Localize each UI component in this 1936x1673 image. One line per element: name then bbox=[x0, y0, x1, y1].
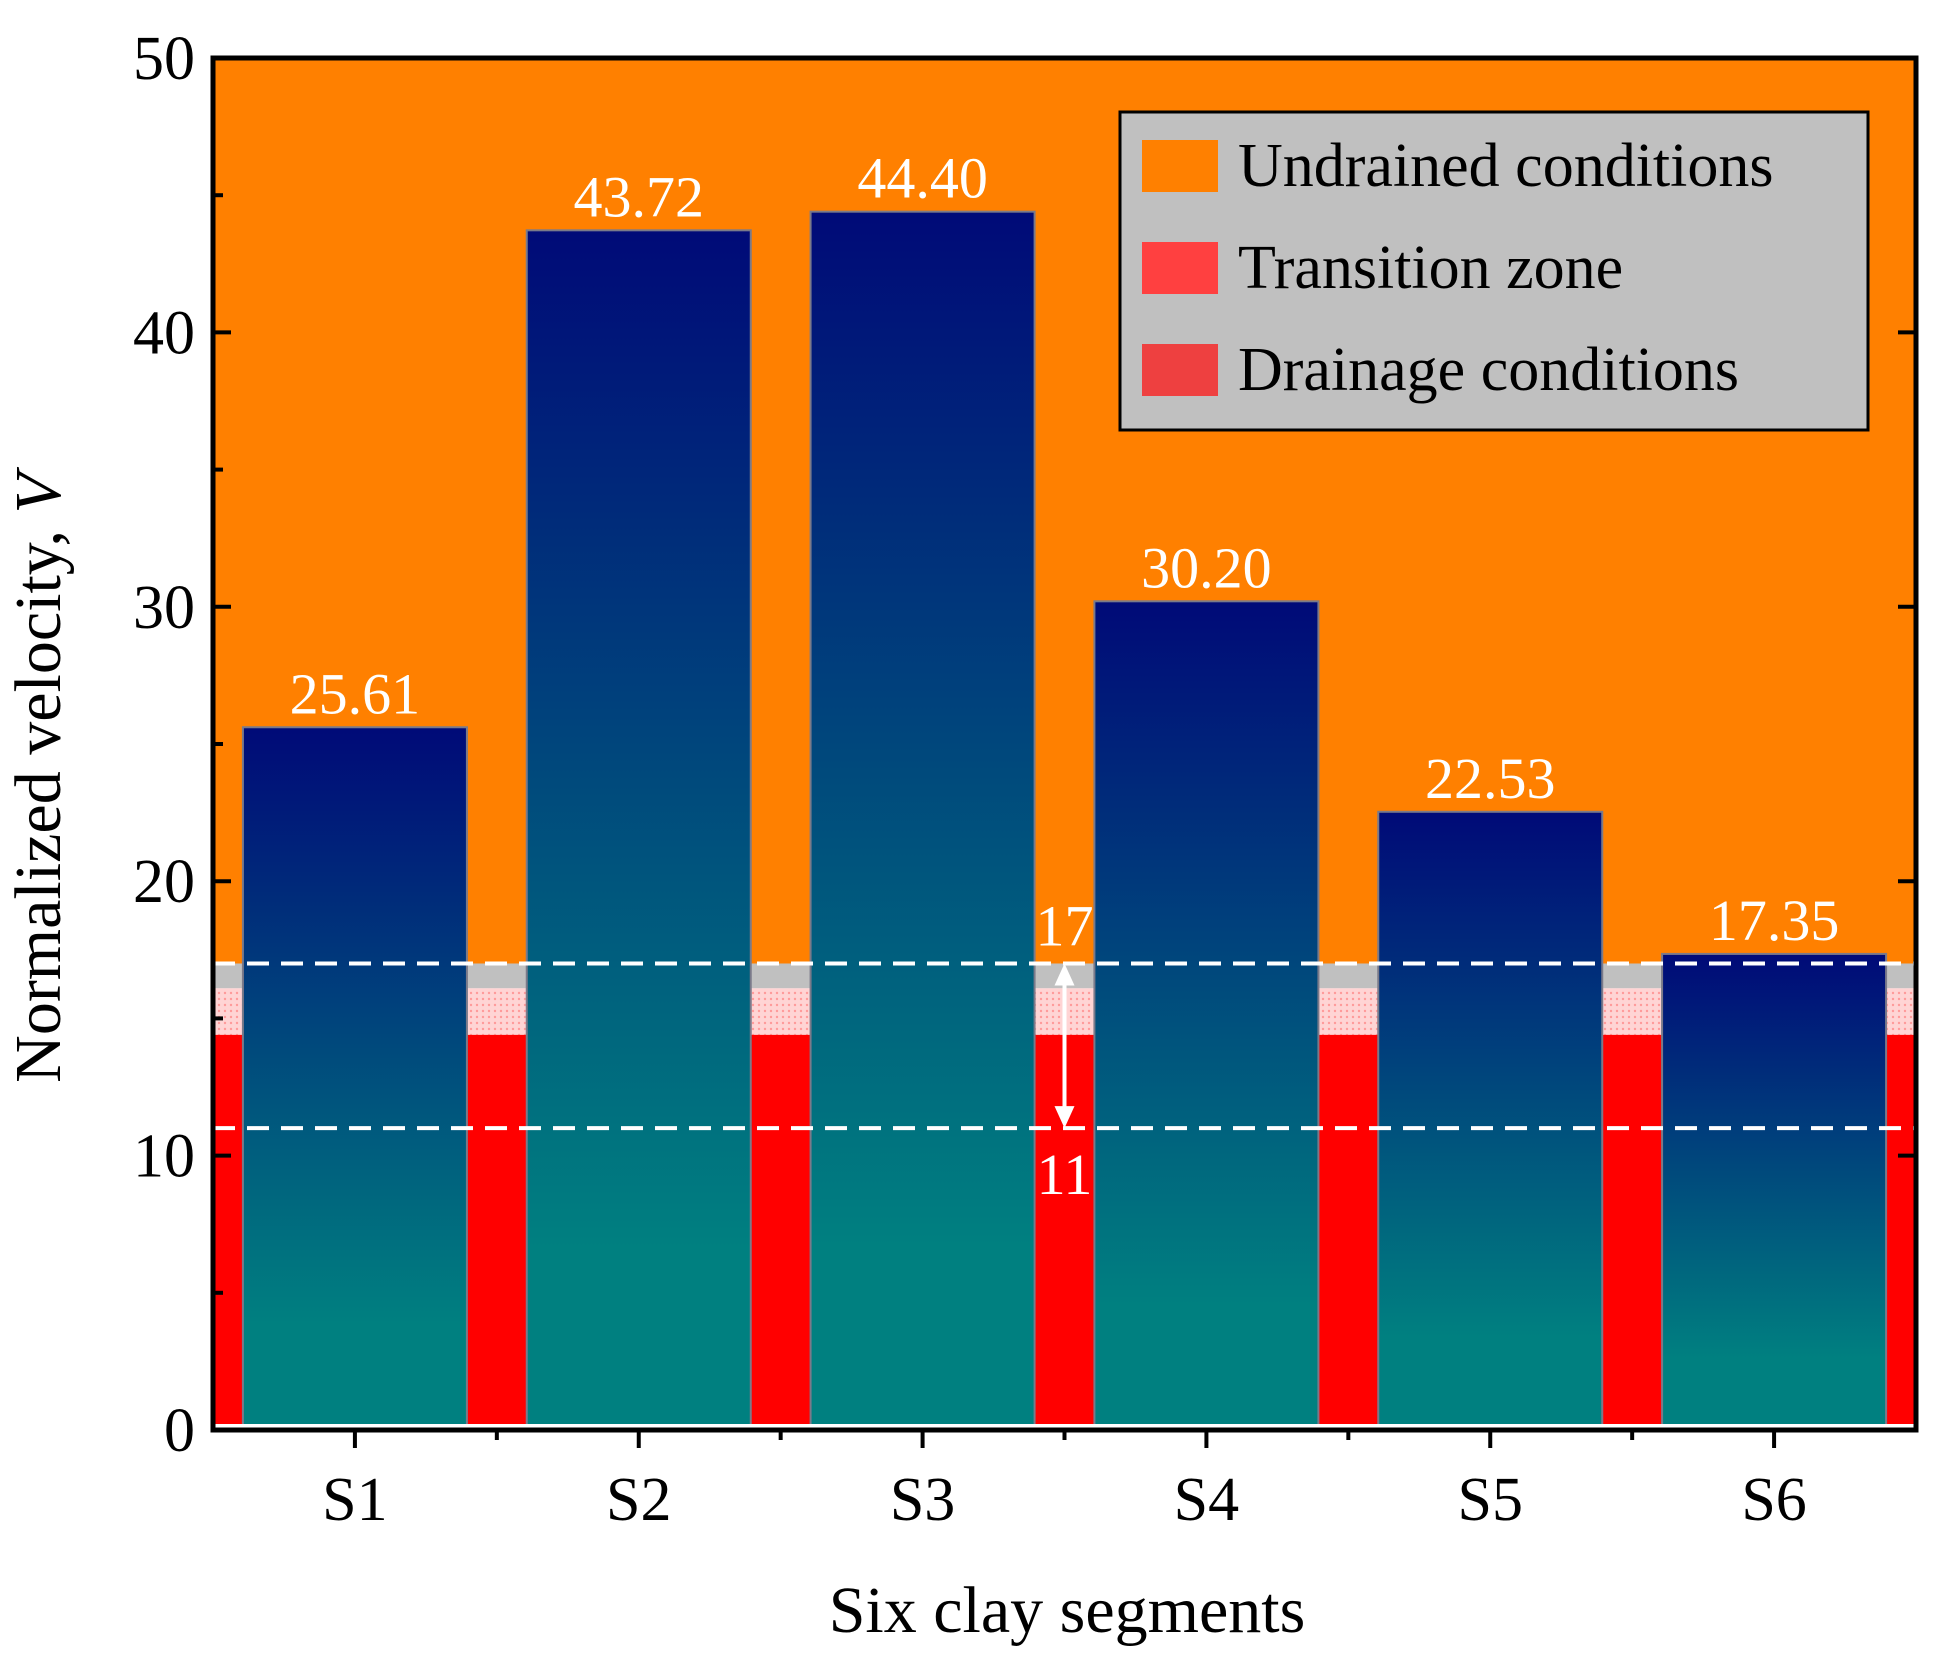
annotation-upper-value: 17 bbox=[1036, 894, 1094, 959]
data-label-s6: 17.35 bbox=[1709, 888, 1840, 953]
legend: Undrained conditions Transition zone Drain… bbox=[1118, 110, 1870, 432]
data-label-s2: 43.72 bbox=[574, 164, 705, 229]
x-axis-label: Six clay segments bbox=[829, 1574, 1306, 1647]
bar-s5 bbox=[1377, 810, 1604, 1431]
x-tick-label-s2: S2 bbox=[606, 1466, 671, 1534]
y-axis-label: Normalized velocity, V bbox=[2, 466, 75, 1082]
data-label-s1: 25.61 bbox=[290, 661, 421, 726]
x-tick-label-s6: S6 bbox=[1741, 1466, 1806, 1534]
y-tick-label: 50 bbox=[133, 25, 195, 93]
legend-label: Undrained conditions bbox=[1238, 132, 1774, 200]
legend-swatch bbox=[1142, 140, 1218, 192]
y-tick-label: 30 bbox=[133, 574, 195, 642]
data-label-s3: 44.40 bbox=[857, 146, 988, 211]
range-arrow-up bbox=[1054, 963, 1075, 986]
data-label-s5: 22.53 bbox=[1425, 746, 1556, 811]
legend-label: Drainage conditions bbox=[1238, 336, 1739, 404]
x-tick-label-s3: S3 bbox=[890, 1466, 955, 1534]
y-tick-label: 10 bbox=[133, 1123, 195, 1191]
bar-s3 bbox=[809, 210, 1036, 1432]
x-tick-label-s1: S1 bbox=[322, 1466, 387, 1534]
legend-swatch bbox=[1142, 344, 1218, 396]
y-tick-label: 20 bbox=[133, 848, 195, 916]
bar-s1 bbox=[241, 726, 468, 1431]
annotation-lower-value: 11 bbox=[1037, 1142, 1093, 1207]
y-tick-label: 40 bbox=[133, 299, 195, 367]
legend-box bbox=[1118, 110, 1870, 432]
y-tick-label: 0 bbox=[164, 1397, 195, 1465]
x-tick-label-s4: S4 bbox=[1174, 1466, 1239, 1534]
bar-s4 bbox=[1093, 600, 1320, 1431]
bar-s6 bbox=[1661, 952, 1888, 1432]
range-arrow-down bbox=[1054, 1106, 1075, 1129]
legend-label: Transition zone bbox=[1238, 234, 1623, 302]
bar-s2 bbox=[525, 229, 752, 1431]
data-label-s4: 30.20 bbox=[1141, 535, 1272, 600]
x-tick-label-s5: S5 bbox=[1458, 1466, 1523, 1534]
legend-swatch bbox=[1142, 242, 1218, 294]
